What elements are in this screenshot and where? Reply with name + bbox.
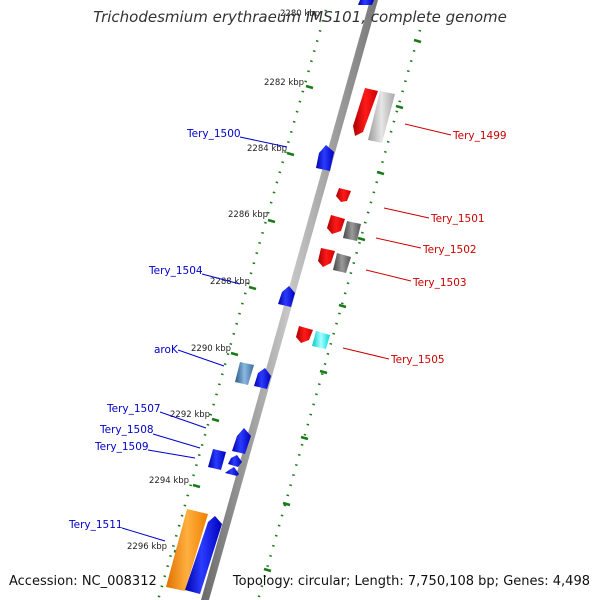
outer-major-ticks: [263, 38, 422, 573]
gene-label-tery-1509[interactable]: Tery_1509: [94, 441, 149, 453]
gene-feature-tery-1508-b[interactable]: [228, 455, 242, 467]
kbp-label: 2296 kbp: [127, 542, 167, 552]
gene-feature-tery-1508[interactable]: [208, 449, 226, 470]
gene-feature-arok-a[interactable]: [235, 362, 254, 385]
gene-feature-arok[interactable]: [254, 368, 271, 389]
gene-label-tery-1501[interactable]: Tery_1501: [430, 213, 485, 225]
forward-gene-labels: Tery_1500 Tery_1504 aroK Tery_1507 Tery_…: [68, 128, 241, 531]
gene-feature-tery-1511-a[interactable]: [166, 509, 208, 591]
gene-label-tery-1503[interactable]: Tery_1503: [412, 277, 467, 289]
gene-feature-tery-1505[interactable]: [312, 331, 330, 349]
gene-feature-tery-1500[interactable]: [316, 145, 334, 171]
topology-label: Topology: circular: [232, 574, 346, 589]
forward-strand-genes: [166, 145, 334, 594]
kbp-label: 2294 kbp: [149, 476, 189, 486]
gene-label-tery-1499[interactable]: Tery_1499: [452, 130, 507, 142]
kbp-label: 2280 kbp: [280, 9, 320, 19]
gene-feature-tery-1501[interactable]: [336, 188, 351, 202]
forward-label-leaders: [121, 136, 288, 542]
gene-feature-tery-1499[interactable]: [368, 91, 395, 143]
outer-tick-track: [256, 29, 422, 600]
gene-label-tery-1507[interactable]: Tery_1507: [106, 403, 161, 415]
genome-title: Trichodesmium erythraeum IMS101, complet…: [93, 8, 507, 26]
gene-feature-tery-1502[interactable]: [343, 221, 361, 241]
gene-label-tery-1511[interactable]: Tery_1511: [68, 519, 123, 531]
gene-feature-tery-1509[interactable]: [225, 467, 239, 476]
gene-feature-tery-1507[interactable]: [232, 428, 251, 454]
gene-label-tery-1505[interactable]: Tery_1505: [390, 354, 445, 366]
accession-label: Accession: NC_008312: [9, 574, 157, 589]
stats-separator: ;: [494, 574, 504, 589]
stats-separator: ;: [346, 574, 355, 589]
gene-feature-tery-1511[interactable]: [185, 516, 222, 594]
reverse-strand-genes: [296, 0, 395, 349]
kbp-scale: 2280 kbp 2282 kbp 2284 kbp 2286 kbp 2288…: [127, 9, 320, 552]
kbp-label: 2286 kbp: [228, 210, 268, 220]
kbp-label: 2284 kbp: [247, 144, 287, 154]
gene-feature-tery-1499-a[interactable]: [353, 88, 378, 136]
gene-feature-tery-1505-a[interactable]: [296, 326, 313, 343]
inner-tick-track: [156, 9, 328, 600]
inner-major-ticks: [173, 84, 314, 555]
kbp-label: 2288 kbp: [210, 277, 250, 287]
gene-label-tery-1508[interactable]: Tery_1508: [99, 424, 154, 436]
gene-feature-tery-1504[interactable]: [278, 286, 295, 307]
gene-label-tery-1502[interactable]: Tery_1502: [422, 244, 477, 256]
kbp-label: 2282 kbp: [264, 78, 304, 88]
gene-label-tery-1500[interactable]: Tery_1500: [186, 128, 241, 140]
gene-label-arok[interactable]: aroK: [154, 344, 179, 356]
gene-feature-partial[interactable]: [358, 0, 374, 5]
genes-label: Genes: 4,498: [503, 574, 590, 589]
genome-stats: Topology: circular; Length: 7,750,108 bp…: [233, 574, 590, 589]
length-label: Length: 7,750,108 bp: [354, 574, 495, 589]
kbp-label: 2290 kbp: [191, 344, 231, 354]
reverse-label-leaders: [342, 123, 452, 360]
gene-feature-tery-1502-a[interactable]: [327, 215, 345, 234]
reverse-gene-labels: Tery_1499 Tery_1501 Tery_1502 Tery_1503 …: [390, 130, 507, 366]
gene-label-tery-1504[interactable]: Tery_1504: [148, 265, 203, 277]
gene-feature-tery-1503-a[interactable]: [318, 248, 335, 267]
gene-feature-tery-1503[interactable]: [333, 253, 351, 273]
kbp-label: 2292 kbp: [170, 410, 210, 420]
